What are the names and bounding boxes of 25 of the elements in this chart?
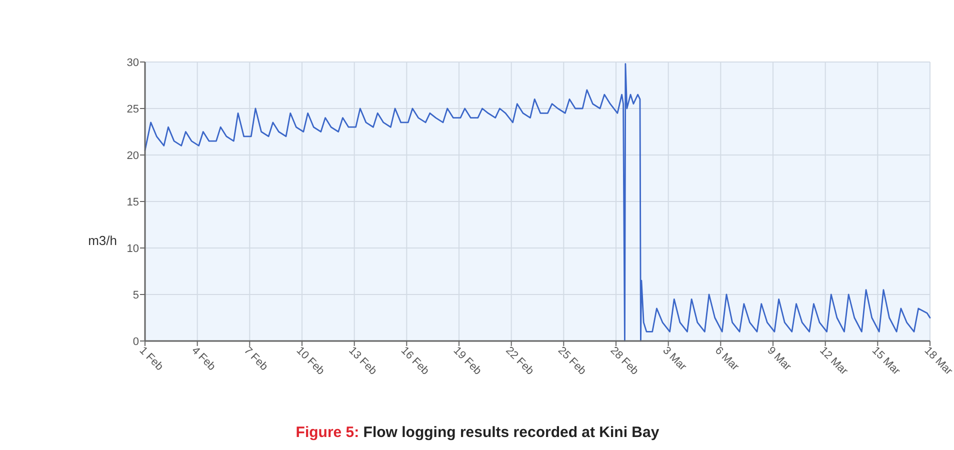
x-tick-label: 15 Mar [870,344,902,378]
x-tick-label: 25 Feb [556,344,588,378]
y-tick-label: 5 [132,289,139,302]
y-axis-title: m3/h [88,233,117,248]
x-tick-label: 28 Feb [608,344,641,378]
x-tick-label: 12 Mar [817,344,850,378]
y-tick-label: 10 [126,242,139,255]
x-tick-label: 4 Feb [189,344,218,374]
x-tick-label: 6 Mar [712,344,742,374]
x-tick-label: 7 Feb [242,344,270,374]
x-tick-label: 18 Mar [922,344,954,378]
x-tick-label: 13 Feb [346,344,379,378]
y-tick-label: 0 [132,336,139,348]
x-tick-label: 16 Feb [398,344,432,378]
x-tick-label: 19 Feb [450,344,484,378]
y-tick-label: 20 [126,150,139,162]
y-tick-label: 25 [126,103,139,116]
y-tick-label: 30 [126,56,139,69]
x-tick-label: 9 Mar [764,344,794,374]
x-tick-label: 3 Mar [660,344,689,374]
x-tick-label: 10 Feb [294,344,327,378]
caption: Figure 5: Flow logging results recorded at Kini Bay [296,424,660,441]
x-tick-label: 1 Feb [136,344,166,374]
y-tick-label: 15 [126,196,139,208]
x-tick-label: 22 Feb [503,344,536,378]
